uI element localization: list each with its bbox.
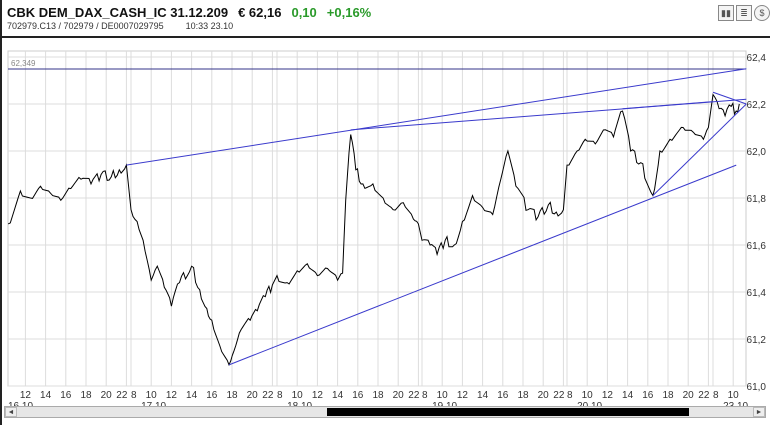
instrument-title: CBK DEM_DAX_CASH_IC 31.12.209 <box>7 5 229 20</box>
x-tick-label: 12 <box>20 390 32 401</box>
x-tick-label: 8 <box>567 390 573 401</box>
last-price: € 62,16 <box>238 5 282 20</box>
y-tick-label: 61,2 <box>747 335 767 346</box>
chart-scrollbar[interactable]: ◄ ► <box>4 406 766 418</box>
y-tick-label: 61,8 <box>747 194 767 205</box>
y-tick-label: 61,4 <box>747 288 767 299</box>
x-tick-label: 16 <box>206 390 218 401</box>
y-tick-label: 62,2 <box>747 100 767 111</box>
x-tick-label: 8 <box>422 390 428 401</box>
x-tick-label: 20 <box>393 390 405 401</box>
x-tick-label: 14 <box>186 390 198 401</box>
x-tick-label: 20 <box>101 390 113 401</box>
trend-line <box>622 101 714 110</box>
quote-header: CBK DEM_DAX_CASH_IC 31.12.209 € 62,16 0,… <box>0 0 770 36</box>
price-line <box>7 93 740 367</box>
x-tick-label: 12 <box>602 390 614 401</box>
x-tick-label: 10 <box>728 390 740 401</box>
x-tick-label: 20 <box>538 390 550 401</box>
quote-line: CBK DEM_DAX_CASH_IC 31.12.209 € 62,16 0,… <box>7 5 371 20</box>
scroll-right-button[interactable]: ► <box>753 407 765 417</box>
x-tick-label: 10 <box>292 390 304 401</box>
x-tick-label: 16 <box>497 390 509 401</box>
x-tick-label: 22 <box>408 390 420 401</box>
x-tick-label: 10 <box>146 390 158 401</box>
price-change: 0,10 <box>291 5 317 20</box>
x-tick-label: 22 <box>116 390 128 401</box>
y-tick-label: 62,0 <box>747 147 767 158</box>
x-tick-label: 10 <box>437 390 449 401</box>
x-tick-label: 16 <box>60 390 72 401</box>
y-tick-label: 62,4 <box>747 53 767 64</box>
plot-frame <box>7 50 747 387</box>
x-tick-label: 8 <box>131 390 137 401</box>
x-tick-label: 20 <box>683 390 695 401</box>
x-tick-label: 22 <box>262 390 274 401</box>
trend-line <box>652 103 747 197</box>
quote-subline: 702979.C13 / 702979 / DE0007029795 10:33… <box>7 21 233 31</box>
y-tick-label: 61,6 <box>747 241 767 252</box>
price-change-percent: +0,16% <box>326 5 372 20</box>
x-tick-label: 12 <box>312 390 324 401</box>
scrollbar-thumb[interactable] <box>326 408 689 416</box>
instrument-ids: 702979.C13 / 702979 / DE0007029795 <box>7 21 164 31</box>
x-tick-label: 18 <box>226 390 238 401</box>
bar-chart-icon[interactable]: ▮▮ <box>718 5 734 21</box>
horizontal-level-label: 62,349 <box>11 59 36 68</box>
scroll-left-button[interactable]: ◄ <box>5 407 17 417</box>
trend-line <box>228 164 737 366</box>
x-tick-label: 20 <box>247 390 259 401</box>
x-tick-label: 14 <box>332 390 344 401</box>
x-tick-label: 22 <box>553 390 565 401</box>
x-tick-label: 12 <box>457 390 469 401</box>
x-tick-label: 18 <box>662 390 674 401</box>
x-tick-label: 16 <box>352 390 364 401</box>
trend-line <box>712 91 747 105</box>
news-icon[interactable]: ≣ <box>736 5 752 21</box>
x-tick-label: 8 <box>277 390 283 401</box>
x-tick-label: 18 <box>372 390 384 401</box>
x-tick-label: 14 <box>622 390 634 401</box>
x-tick-label: 18 <box>517 390 529 401</box>
x-tick-label: 8 <box>713 390 719 401</box>
trend-line <box>126 68 747 166</box>
quote-time: 10:33 23.10 <box>185 21 234 31</box>
x-tick-label: 12 <box>166 390 178 401</box>
x-tick-label: 14 <box>477 390 489 401</box>
y-tick-label: 61,0 <box>747 382 767 393</box>
x-tick-label: 16 <box>642 390 654 401</box>
x-tick-label: 22 <box>698 390 710 401</box>
x-tick-label: 10 <box>582 390 594 401</box>
x-tick-label: 18 <box>80 390 92 401</box>
x-tick-label: 14 <box>40 390 52 401</box>
